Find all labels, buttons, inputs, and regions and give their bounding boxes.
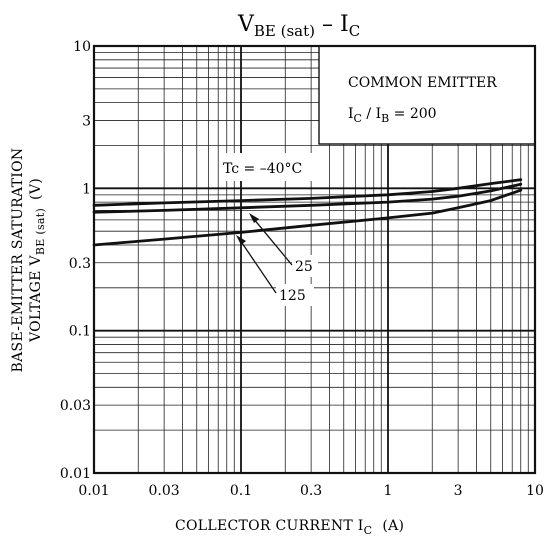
x-tick-labels: 0.01 0.03 0.1 0.3 1 3 10: [78, 483, 544, 499]
chart-title: VBE (sat) – IC: [237, 12, 360, 40]
x-tick-label: 10: [526, 483, 544, 499]
plot-frame: [92, 44, 537, 475]
series-line-25c: [92, 182, 523, 214]
label-125-bg: [276, 284, 314, 306]
x-tick-label: 0.03: [149, 483, 180, 499]
y-tick-labels: 0.01 0.03 0.1 0.3 1 3 10: [60, 39, 91, 482]
y-tick-label: 0.1: [69, 324, 91, 340]
x-tick-label: 0.01: [78, 483, 109, 499]
x-tick-label: 1: [384, 483, 393, 499]
leader-125: [239, 239, 277, 294]
y-axis-label-line-1: BASE-EMITTER SATURATION: [10, 148, 26, 373]
leader-25: [252, 217, 293, 266]
x-tick-label: 0.1: [230, 483, 252, 499]
series-line-minus40c: [92, 178, 523, 207]
y-tick-label: 10: [73, 39, 91, 55]
y-tick-label: 0.03: [60, 398, 91, 414]
y-axis-label: BASE-EMITTER SATURATION VOLTAGE VBE (sat…: [10, 148, 47, 373]
label-25-bg: [292, 255, 318, 277]
legend-box: [318, 45, 536, 145]
x-axis-label: COLLECTOR CURRENT IC (A): [175, 518, 404, 537]
leader-125-arrow: [236, 235, 246, 245]
y-tick-label: 3: [82, 113, 91, 129]
x-tick-label: 0.3: [300, 483, 322, 499]
legend-line-1: COMMON EMITTER: [348, 75, 497, 91]
y-tick-label: 0.01: [60, 466, 91, 482]
y-tick-label: 0.3: [69, 256, 91, 272]
tc-label-bg: [219, 153, 319, 181]
leader-25-arrow: [249, 213, 259, 223]
y-tick-label: 1: [82, 181, 91, 197]
series-curves: [92, 178, 523, 247]
x-tick-label: 3: [454, 483, 463, 499]
y-axis-label-line-2: VOLTAGE VBE (sat)(V): [28, 178, 47, 343]
series-label-25: 25: [295, 259, 313, 275]
series-label-125: 125: [279, 288, 306, 304]
tc-label: Tc = –40°C: [223, 161, 302, 177]
series-line-125c: [92, 188, 523, 247]
legend-line-2: IC / IB = 200: [348, 106, 437, 125]
